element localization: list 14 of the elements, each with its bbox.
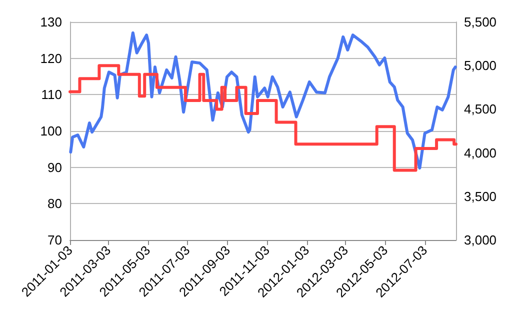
y2-tick-label: 4,000 xyxy=(464,145,497,160)
y-tick-label: 90 xyxy=(48,160,62,175)
line-series xyxy=(69,31,457,170)
y2-tick-label: 4,500 xyxy=(464,102,497,117)
y2-tick-label: 5,500 xyxy=(464,14,497,30)
y2-tick-label: 5,000 xyxy=(464,58,497,74)
y-tick-label: 120 xyxy=(40,50,62,66)
y-tick-label: 80 xyxy=(48,196,62,212)
y-tick-label: 110 xyxy=(41,87,62,102)
y-tick-label: 100 xyxy=(40,124,62,138)
y2-tick-label: 3,000 xyxy=(464,232,497,248)
y-tick-label: 130 xyxy=(40,14,62,30)
y2-tick-label: 3,500 xyxy=(464,188,497,204)
y-tick-label: 70 xyxy=(48,232,62,248)
